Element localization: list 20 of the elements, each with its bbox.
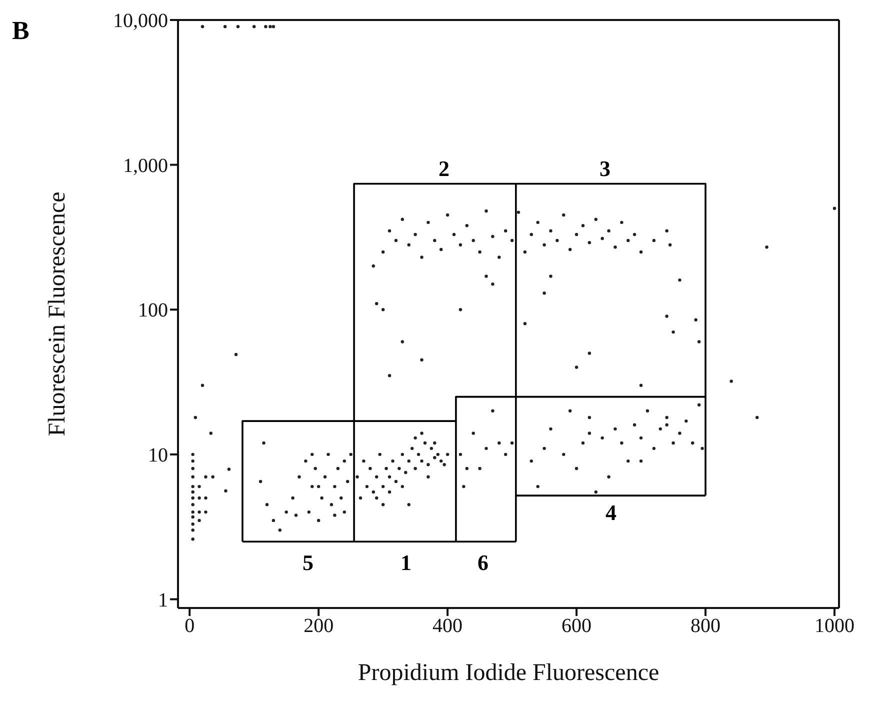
y-tick-label: 1 [158,589,168,612]
annotation: 3 [600,156,610,182]
y-tick-label: 10 [148,444,168,467]
y-tick-label: 100 [138,300,168,322]
annotation: 2 [438,156,450,182]
annotation: 5 [302,550,314,576]
x-tick-label: 600 [562,615,592,638]
x-tick-label: 0 [184,615,195,638]
x-tick-label: 400 [432,615,463,638]
x-tick-label: 800 [690,615,721,638]
y-tick-label: 1,000 [123,154,168,177]
annotation: 4 [606,500,616,526]
y-axis-title: Fluorescein Fluorescence [44,192,71,436]
x-tick-label: 200 [304,615,334,638]
y-tick-label: 10,000 [113,10,168,32]
text: B [12,16,30,46]
x-tick-label: 1000 [814,615,854,638]
annotation: 1 [400,550,412,576]
annotation: 6 [478,550,488,576]
x-axis-title: Propidium Iodide Fluorescence [358,660,660,686]
